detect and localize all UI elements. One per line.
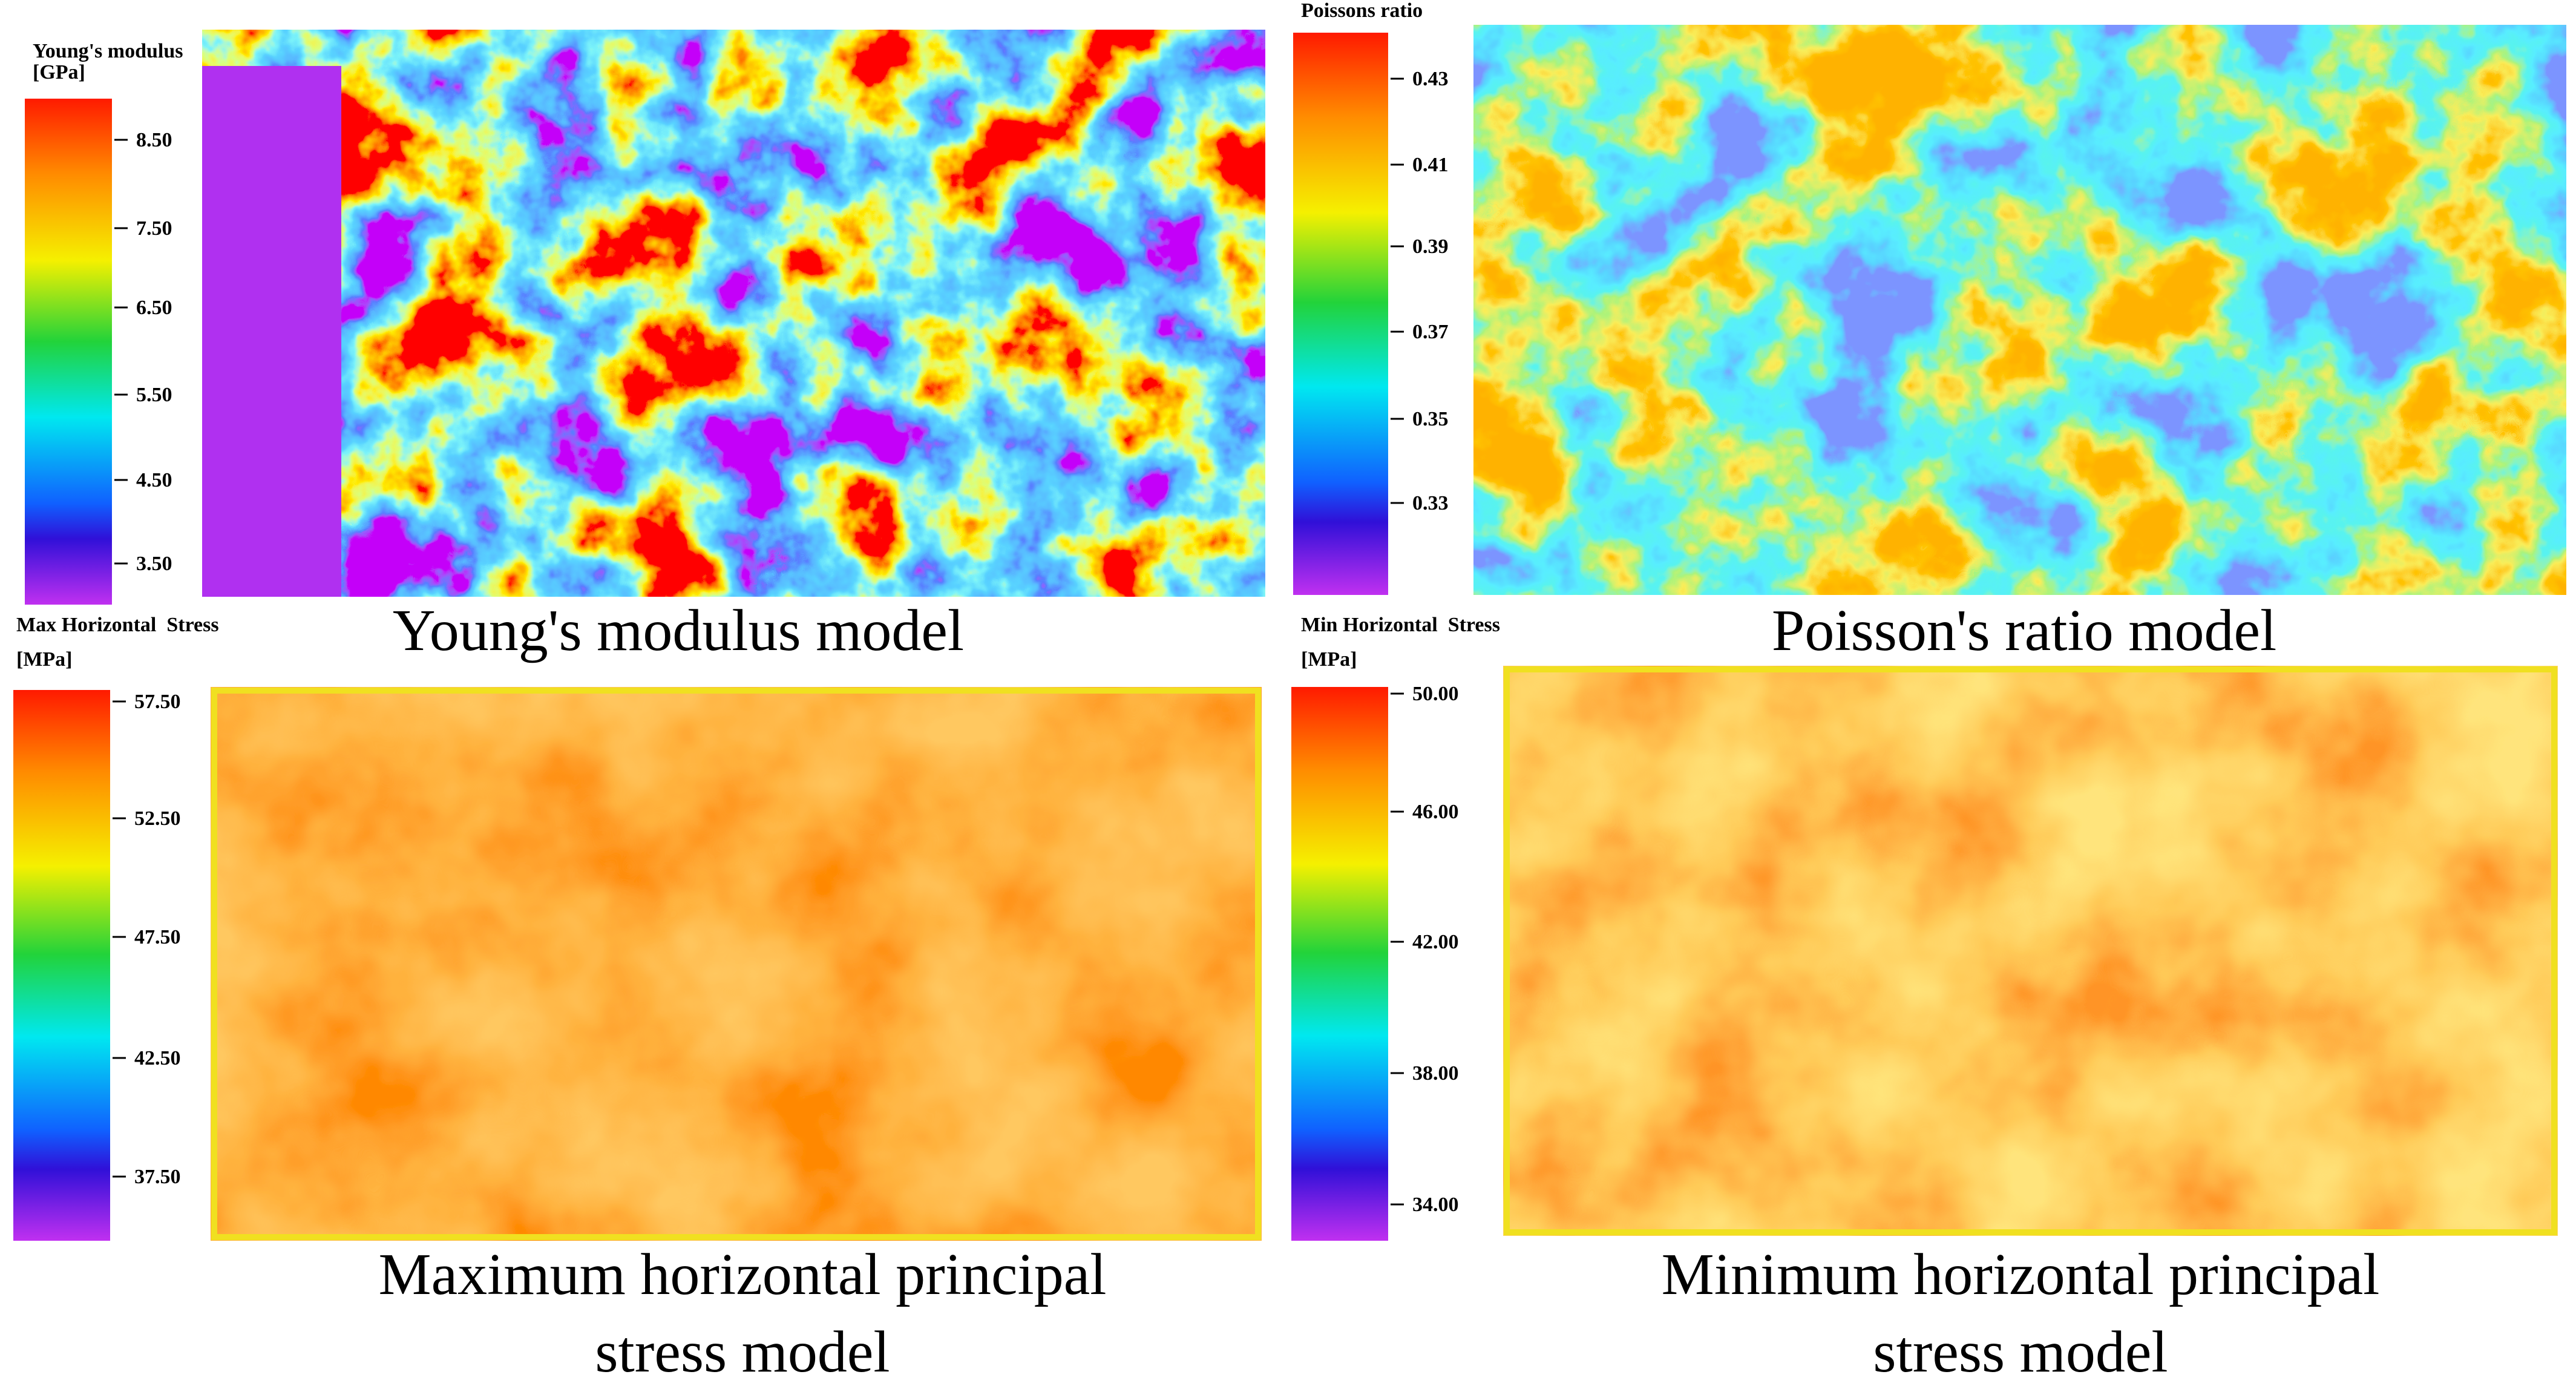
colorbar-tick-label: 38.00 (1412, 1062, 1459, 1085)
colorbar-tick-label: 57.50 (134, 691, 181, 713)
colorbar-title: Min Horizontal Stress (1301, 614, 1500, 636)
property-map (211, 687, 1262, 1241)
colorbar-unit: [MPa] (16, 648, 73, 671)
colorbar-tick-label: 7.50 (136, 217, 172, 240)
colorbar-title: Max Horizontal Stress (16, 614, 219, 636)
colorbar (13, 690, 110, 1241)
colorbar-tick-label: 37.50 (134, 1166, 181, 1188)
colorbar-tick-label: 4.50 (136, 469, 172, 491)
colorbar-tick-label: 3.50 (136, 553, 172, 575)
colorbar-tick-label: 0.37 (1412, 321, 1449, 343)
panel-caption: Minimum horizontal principal (1662, 1242, 2380, 1307)
panel-caption: stress model (595, 1319, 890, 1385)
colorbar-tick-label: 0.43 (1412, 68, 1449, 90)
colorbar-tick-label: 47.50 (134, 926, 181, 948)
colorbar-tick-label: 0.33 (1412, 492, 1449, 514)
colorbar-tick-label: 42.00 (1412, 931, 1459, 953)
panel-caption: Young's modulus model (393, 598, 964, 663)
colorbar-tick-label: 52.50 (134, 807, 181, 830)
colorbar-tick-label: 0.39 (1412, 235, 1449, 258)
colorbar-tick-label: 8.50 (136, 129, 172, 151)
low-zone (202, 66, 341, 597)
panel-caption: Maximum horizontal principal (379, 1242, 1107, 1307)
colorbar-tick-label: 5.50 (136, 384, 172, 406)
colorbar (1291, 687, 1388, 1241)
colorbar-tick-label: 42.50 (134, 1047, 181, 1069)
colorbar-title: Poissons ratio (1301, 0, 1423, 22)
colorbar-tick-label: 6.50 (136, 297, 172, 319)
map-frame (1504, 666, 2557, 1235)
panel-caption: stress model (1873, 1319, 2168, 1385)
colorbar (1293, 33, 1388, 595)
colorbar (25, 99, 112, 605)
colorbar-title: Young's modulus (33, 40, 183, 62)
property-map (1473, 25, 2566, 595)
colorbar-unit: [GPa] (33, 61, 85, 84)
colorbar-tick-label: 50.00 (1412, 683, 1459, 705)
colorbar-tick-label: 0.41 (1412, 154, 1449, 176)
panel-caption: Poisson's ratio model (1772, 598, 2276, 663)
colorbar-tick-label: 0.35 (1412, 408, 1449, 430)
property-map (1503, 666, 2558, 1236)
property-map (202, 30, 1265, 597)
map-frame (211, 688, 1261, 1240)
colorbar-tick-label: 34.00 (1412, 1194, 1459, 1216)
colorbar-unit: [MPa] (1301, 648, 1357, 671)
colorbar-tick-label: 46.00 (1412, 801, 1459, 823)
